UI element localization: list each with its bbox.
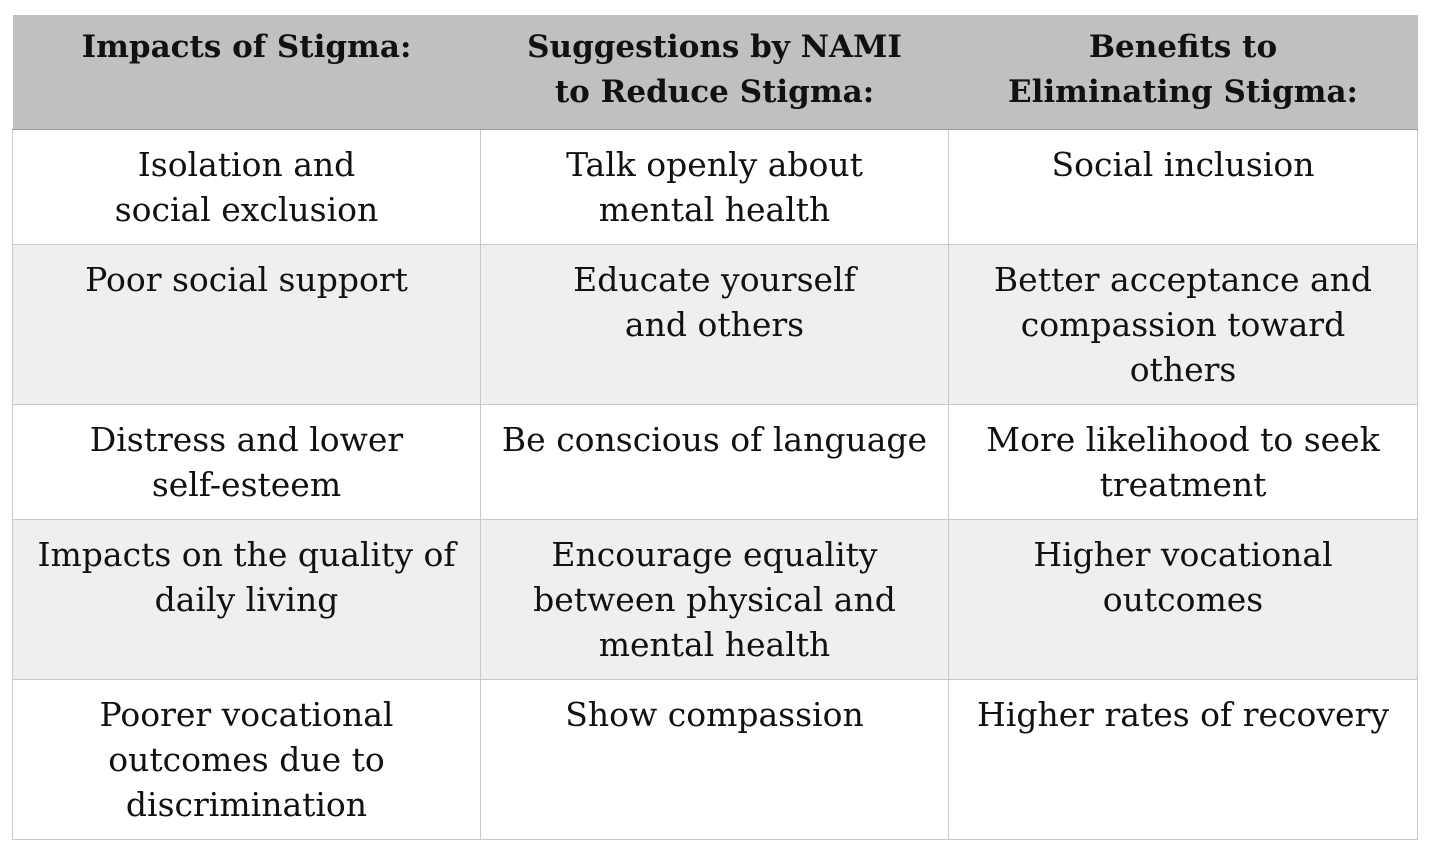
table-cell: Higher rates of recovery xyxy=(948,679,1418,840)
table-cell: Distress and lower self-esteem xyxy=(12,404,481,520)
table-row: Poorer vocational outcomes due to discri… xyxy=(12,679,1418,840)
table-cell: Poor social support xyxy=(12,244,481,405)
table-cell: Higher vocational outcomes xyxy=(948,519,1418,680)
table-cell: More likelihood to seek treatment xyxy=(948,404,1418,520)
stigma-table: Impacts of Stigma: Suggestions by NAMI t… xyxy=(12,15,1418,840)
table-row: Impacts on the quality of daily living E… xyxy=(12,519,1418,680)
table-cell: Social inclusion xyxy=(948,129,1418,245)
header-row: Impacts of Stigma: Suggestions by NAMI t… xyxy=(12,15,1418,130)
header-suggestions: Suggestions by NAMI to Reduce Stigma: xyxy=(480,15,949,130)
table-cell: Encourage equality between physical and … xyxy=(480,519,949,680)
table-cell: Poorer vocational outcomes due to discri… xyxy=(12,679,481,840)
table-cell: Show compassion xyxy=(480,679,949,840)
table-row: Distress and lower self-esteem Be consci… xyxy=(12,404,1418,520)
header-impacts: Impacts of Stigma: xyxy=(12,15,481,130)
table-cell: Educate yourself and others xyxy=(480,244,949,405)
table-cell: Talk openly about mental health xyxy=(480,129,949,245)
stigma-table-container: Impacts of Stigma: Suggestions by NAMI t… xyxy=(12,15,1418,840)
table-cell: Better acceptance and compassion toward … xyxy=(948,244,1418,405)
table-cell: Be conscious of language xyxy=(480,404,949,520)
table-row: Poor social support Educate yourself and… xyxy=(12,244,1418,405)
table-cell: Isolation and social exclusion xyxy=(12,129,481,245)
table-row: Isolation and social exclusion Talk open… xyxy=(12,129,1418,245)
header-benefits: Benefits to Eliminating Stigma: xyxy=(948,15,1418,130)
table-cell: Impacts on the quality of daily living xyxy=(12,519,481,680)
